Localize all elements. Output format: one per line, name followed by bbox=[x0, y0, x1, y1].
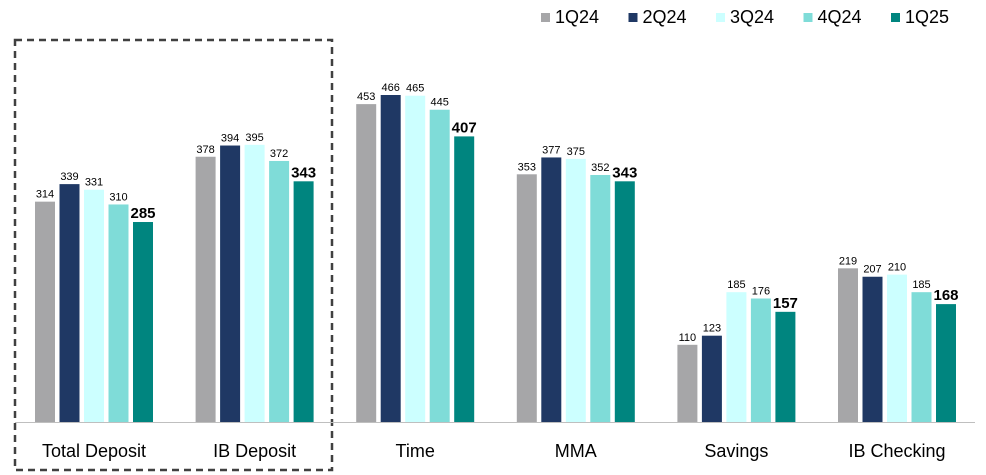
value-label: 377 bbox=[542, 144, 560, 156]
bar bbox=[195, 156, 216, 422]
value-label: 285 bbox=[130, 205, 155, 222]
value-label: 394 bbox=[221, 133, 239, 145]
value-label: 123 bbox=[703, 323, 721, 335]
value-label: 310 bbox=[109, 191, 127, 203]
legend-swatch bbox=[716, 13, 725, 22]
legend-label: 2Q24 bbox=[643, 7, 687, 27]
bar bbox=[133, 222, 153, 422]
bar bbox=[516, 174, 537, 422]
bar bbox=[293, 181, 314, 422]
value-label: 110 bbox=[679, 332, 697, 344]
bar bbox=[862, 276, 883, 422]
bar bbox=[677, 344, 698, 422]
highlight-box bbox=[13, 38, 334, 472]
value-label: 331 bbox=[85, 177, 103, 189]
value-label: 168 bbox=[933, 287, 958, 304]
bar bbox=[541, 157, 562, 422]
value-label: 314 bbox=[36, 189, 54, 201]
legend-swatch bbox=[803, 13, 813, 22]
value-label: 466 bbox=[382, 82, 400, 94]
value-label: 210 bbox=[888, 262, 906, 274]
legend-label: 1Q24 bbox=[555, 7, 599, 27]
bar bbox=[614, 181, 635, 422]
bar bbox=[429, 109, 450, 422]
legend-swatch bbox=[541, 13, 550, 22]
value-label: 378 bbox=[196, 144, 214, 156]
bar bbox=[356, 104, 377, 422]
bar bbox=[269, 160, 290, 423]
value-label: 372 bbox=[270, 148, 288, 160]
bar bbox=[454, 136, 475, 422]
bar bbox=[84, 189, 104, 422]
value-label: 343 bbox=[612, 164, 637, 181]
bar bbox=[911, 292, 932, 422]
bar bbox=[380, 95, 401, 422]
bar bbox=[590, 174, 611, 422]
value-label: 445 bbox=[431, 97, 449, 109]
bar bbox=[220, 145, 241, 422]
value-label: 375 bbox=[567, 146, 585, 158]
bar bbox=[936, 304, 956, 422]
value-label: 176 bbox=[752, 285, 770, 297]
bar bbox=[565, 158, 586, 423]
bar bbox=[59, 184, 80, 422]
x-tick-label: Savings bbox=[704, 441, 768, 461]
bar bbox=[108, 204, 129, 422]
legend-swatch bbox=[891, 13, 900, 22]
bar bbox=[35, 201, 55, 422]
bar bbox=[405, 95, 426, 422]
value-label: 343 bbox=[291, 164, 316, 181]
value-label: 185 bbox=[912, 279, 930, 291]
value-label: 352 bbox=[591, 162, 609, 174]
value-label: 207 bbox=[863, 264, 881, 276]
legend-swatch bbox=[628, 13, 638, 22]
value-label: 185 bbox=[727, 279, 745, 291]
x-tick-label: IB Deposit bbox=[213, 441, 296, 461]
bar bbox=[244, 144, 265, 422]
value-label: 353 bbox=[518, 161, 536, 173]
value-label: 465 bbox=[406, 83, 424, 95]
value-label: 339 bbox=[60, 171, 78, 183]
legend-label: 1Q25 bbox=[905, 7, 949, 27]
legend-label: 3Q24 bbox=[730, 7, 774, 27]
bar bbox=[701, 335, 722, 422]
x-tick-label: MMA bbox=[555, 441, 597, 461]
legend-label: 4Q24 bbox=[818, 7, 862, 27]
bar bbox=[726, 292, 747, 422]
bar bbox=[775, 311, 796, 422]
bar bbox=[838, 268, 858, 422]
x-tick-label: Time bbox=[396, 441, 435, 461]
x-tick-label: Total Deposit bbox=[42, 441, 146, 461]
value-label: 453 bbox=[357, 91, 375, 103]
bar bbox=[750, 298, 771, 422]
value-label: 407 bbox=[452, 119, 477, 136]
value-label: 219 bbox=[839, 255, 857, 267]
x-tick-label: IB Checking bbox=[848, 441, 945, 461]
value-label: 395 bbox=[245, 132, 263, 144]
bar bbox=[887, 274, 907, 422]
value-label: 157 bbox=[773, 295, 798, 312]
